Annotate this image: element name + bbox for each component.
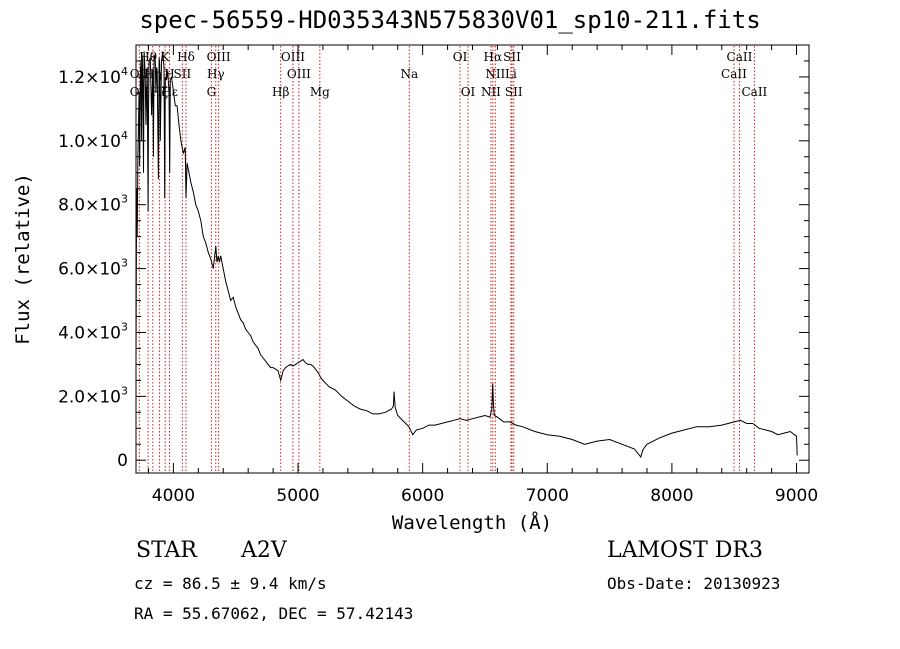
line-label-caii: CaII (727, 50, 753, 64)
y-axis-ticks: 0 2.0×103 4.0×103 6.0×103 8.0×103 1.0×104 1.2×… (58, 60, 809, 471)
line-label-h: H (164, 67, 174, 81)
y-tick-label: 0 (117, 451, 128, 471)
spectrum-series-line (135, 51, 798, 459)
line-label-sii: SII (503, 50, 521, 64)
chart-title: spec-56559-HD035343N575830V01_sp10-211.f… (139, 6, 761, 34)
x-axis-ticks: 4000 5000 6000 7000 8000 9000 (147, 45, 818, 506)
x-tick-label: 9000 (775, 486, 818, 506)
line-label-nii: NII (481, 85, 501, 99)
line-label-nii: NII (485, 67, 505, 81)
x-tick-label: 7000 (526, 486, 569, 506)
line-label-mg: Mg (310, 85, 330, 99)
y-tick-label: 8.0×103 (58, 193, 128, 216)
y-axis-label: Flux (relative) (12, 173, 34, 345)
line-label-na: Na (400, 67, 418, 81)
x-tick-label: 4000 (152, 486, 195, 506)
line-label-caii: CaII (721, 67, 747, 81)
plot-frame (135, 44, 810, 474)
redshift-cz: cz = 86.5 ± 9.4 km/s (134, 574, 327, 593)
observation-date: Obs-Date: 20130923 (607, 574, 781, 593)
line-label-oiii: OIII (287, 67, 311, 81)
line-label-oi: OI (453, 50, 468, 64)
y-tick-label: 1.2×104 (58, 65, 128, 88)
x-tick-label: 6000 (401, 486, 444, 506)
line-label-k: K (161, 50, 171, 64)
spectral-subclass: A2V (241, 538, 287, 563)
line-label-g: G (207, 85, 217, 99)
line-label-oi: OI (461, 85, 476, 99)
line-label-oiii: OIII (281, 50, 305, 64)
object-class: STAR (136, 538, 197, 563)
line-label-sii: SII (505, 85, 523, 99)
y-tick-label: 1.0×104 (58, 129, 128, 152)
x-tick-label: 8000 (650, 486, 693, 506)
emission-line-markers (138, 46, 755, 472)
coordinates: RA = 55.67062, DEC = 57.42143 (134, 604, 414, 623)
line-label-sii: SII (174, 67, 192, 81)
line-label-li: Li (505, 67, 517, 81)
line-label-caii: CaII (741, 85, 767, 99)
survey-name: LAMOST DR3 (607, 538, 763, 563)
y-tick-label: 4.0×103 (58, 320, 128, 343)
y-tick-label: 6.0×103 (58, 257, 128, 280)
x-tick-label: 5000 (276, 486, 319, 506)
line-label-hα: Hα (484, 50, 503, 64)
x-axis-label: Wavelength (Å) (392, 511, 552, 534)
line-label-hδ: Hδ (177, 50, 195, 64)
line-label-oiii: OIII (207, 50, 231, 64)
line-label-hβ: Hβ (272, 85, 289, 99)
y-tick-label: 2.0×103 (58, 384, 128, 407)
line-label-hγ: Hγ (207, 67, 225, 81)
